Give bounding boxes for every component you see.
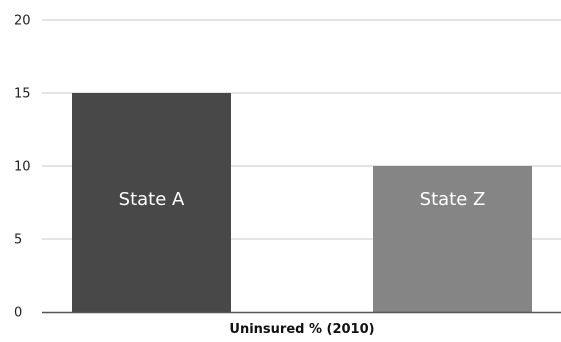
y-tick-label: 0 (14, 306, 22, 321)
y-tick-label: 20 (14, 14, 31, 29)
y-axis-ticks: 0 5 10 15 20 (14, 14, 31, 321)
bar (373, 166, 532, 312)
bar-label: State Z (420, 189, 486, 210)
y-tick-label: 5 (14, 233, 22, 248)
bar (72, 93, 231, 312)
bars: State A State Z (72, 93, 532, 312)
y-tick-label: 15 (14, 87, 31, 102)
bar-label: State A (119, 189, 185, 210)
y-tick-label: 10 (14, 160, 31, 175)
x-axis-label: Uninsured % (2010) (229, 322, 374, 337)
